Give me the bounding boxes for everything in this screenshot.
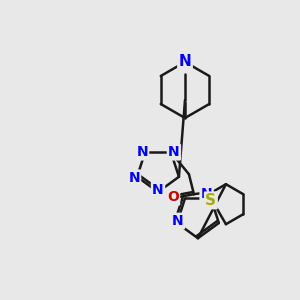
Text: N: N <box>201 187 212 201</box>
Text: N: N <box>136 145 148 159</box>
Text: N: N <box>128 171 140 185</box>
Text: S: S <box>206 193 216 208</box>
Text: N: N <box>168 145 180 159</box>
Text: O: O <box>167 190 179 204</box>
Text: N: N <box>178 55 191 70</box>
Text: N: N <box>172 214 184 228</box>
Text: N: N <box>152 183 164 197</box>
